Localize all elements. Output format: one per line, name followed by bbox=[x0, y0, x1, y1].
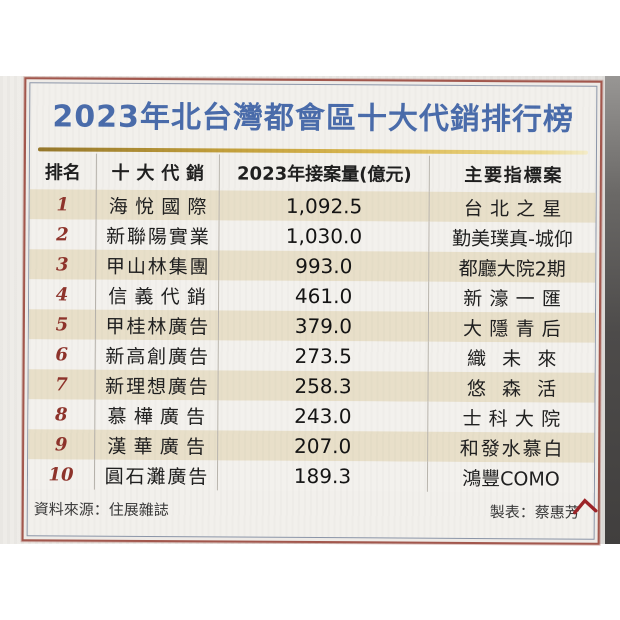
rank-cell: 7 bbox=[28, 369, 96, 400]
amount-cell: 461.0 bbox=[219, 280, 430, 312]
company-cell: 新高創廣告 bbox=[95, 339, 219, 371]
rank-cell: 6 bbox=[28, 339, 96, 370]
table-row: 1 海悅國際 1,092.5 台北之星 bbox=[29, 189, 596, 223]
credit-label-wrap: 製表：蔡惠芳 bbox=[489, 498, 598, 523]
table-row: 9 漢華廣告 207.0 和發水慕白 bbox=[28, 429, 595, 463]
rank-cell: 5 bbox=[28, 309, 97, 340]
company-cell: 信義代銷 bbox=[96, 279, 220, 311]
company-cell: 海悅國際 bbox=[96, 189, 220, 221]
column-header-amount: 2023年接案量(億元) bbox=[219, 154, 430, 192]
table-row: 8 慕樺廣告 243.0 士科大院 bbox=[28, 399, 595, 433]
table-footer: 資料來源：住展雜誌 製表：蔡惠芳 bbox=[33, 498, 598, 523]
credit-label: 製表：蔡惠芳 bbox=[489, 503, 580, 522]
amount-cell: 243.0 bbox=[218, 400, 429, 432]
page-title: 2023年北台灣都會區十大代銷排行榜 bbox=[52, 99, 575, 138]
amount-cell: 1,092.5 bbox=[219, 190, 430, 222]
table-row: 5 甲桂林廣告 379.0 大隱青后 bbox=[28, 309, 595, 343]
amount-cell: 189.3 bbox=[217, 460, 429, 492]
rank-cell: 4 bbox=[29, 279, 97, 310]
amount-cell: 993.0 bbox=[219, 250, 430, 282]
rank-cell: 10 bbox=[27, 459, 96, 490]
table-row: 6 新高創廣告 273.5 織未來 bbox=[28, 339, 595, 373]
rank-cell: 9 bbox=[28, 429, 96, 460]
amount-cell: 1,030.0 bbox=[219, 220, 430, 252]
table-body: 1 海悅國際 1,092.5 台北之星 2 新聯陽實業 1,030.0 勤美璞真-城仰 3 甲山林… bbox=[27, 189, 596, 493]
rank-cell: 1 bbox=[29, 189, 97, 220]
ranking-table-panel: 2023年北台灣都會區十大代銷排行榜 排名 十大代銷 2023年接案量(億元) … bbox=[26, 82, 598, 540]
project-cell: 鴻豐COMO bbox=[462, 467, 560, 491]
source-label: 資料來源：住展雜誌 bbox=[33, 500, 169, 520]
project-cell: 織未來 bbox=[466, 347, 573, 371]
company-cell: 新理想廣告 bbox=[95, 369, 219, 401]
rank-cell: 8 bbox=[28, 399, 96, 430]
project-cell: 都廳大院2期 bbox=[458, 257, 566, 281]
amount-cell: 258.3 bbox=[218, 370, 429, 402]
project-cell: 悠森活 bbox=[466, 377, 573, 401]
company-cell: 甲山林集團 bbox=[96, 249, 220, 281]
screen-edge-strip bbox=[605, 76, 620, 544]
company-cell: 漢華廣告 bbox=[95, 429, 219, 461]
rank-cell: 2 bbox=[29, 219, 97, 250]
amount-cell: 379.0 bbox=[218, 310, 429, 342]
table-header-row: 排名 十大代銷 2023年接案量(億元) 主要指標案 bbox=[29, 153, 596, 192]
company-cell: 新聯陽實業 bbox=[96, 219, 220, 251]
amount-cell: 273.5 bbox=[218, 340, 429, 372]
company-cell: 圓石灘廣告 bbox=[94, 459, 219, 491]
table-row: 3 甲山林集團 993.0 都廳大院2期 bbox=[29, 249, 596, 283]
company-cell: 慕樺廣告 bbox=[95, 399, 219, 431]
project-cell: 士科大院 bbox=[462, 407, 568, 431]
project-cell: 台北之星 bbox=[463, 197, 569, 221]
project-cell: 勤美璞真-城仰 bbox=[451, 227, 573, 251]
table-row: 4 信義代銷 461.0 新濠一匯 bbox=[29, 279, 596, 313]
project-cell: 大隱青后 bbox=[462, 317, 569, 341]
rank-cell: 3 bbox=[29, 249, 97, 280]
table-row: 2 新聯陽實業 1,030.0 勤美璞真-城仰 bbox=[29, 219, 596, 253]
amount-cell: 207.0 bbox=[218, 430, 429, 462]
column-header-rank: 排名 bbox=[29, 153, 97, 190]
company-cell: 甲桂林廣告 bbox=[95, 309, 220, 341]
column-header-company: 十大代銷 bbox=[96, 153, 220, 191]
table-row: 10 圓石灘廣告 189.3 鴻豐COMO bbox=[27, 459, 595, 493]
project-cell: 和發水慕白 bbox=[459, 437, 565, 461]
table-row: 7 新理想廣告 258.3 悠森活 bbox=[28, 369, 595, 403]
project-cell: 新濠一匯 bbox=[463, 287, 569, 311]
column-header-project: 主要指標案 bbox=[464, 164, 564, 187]
